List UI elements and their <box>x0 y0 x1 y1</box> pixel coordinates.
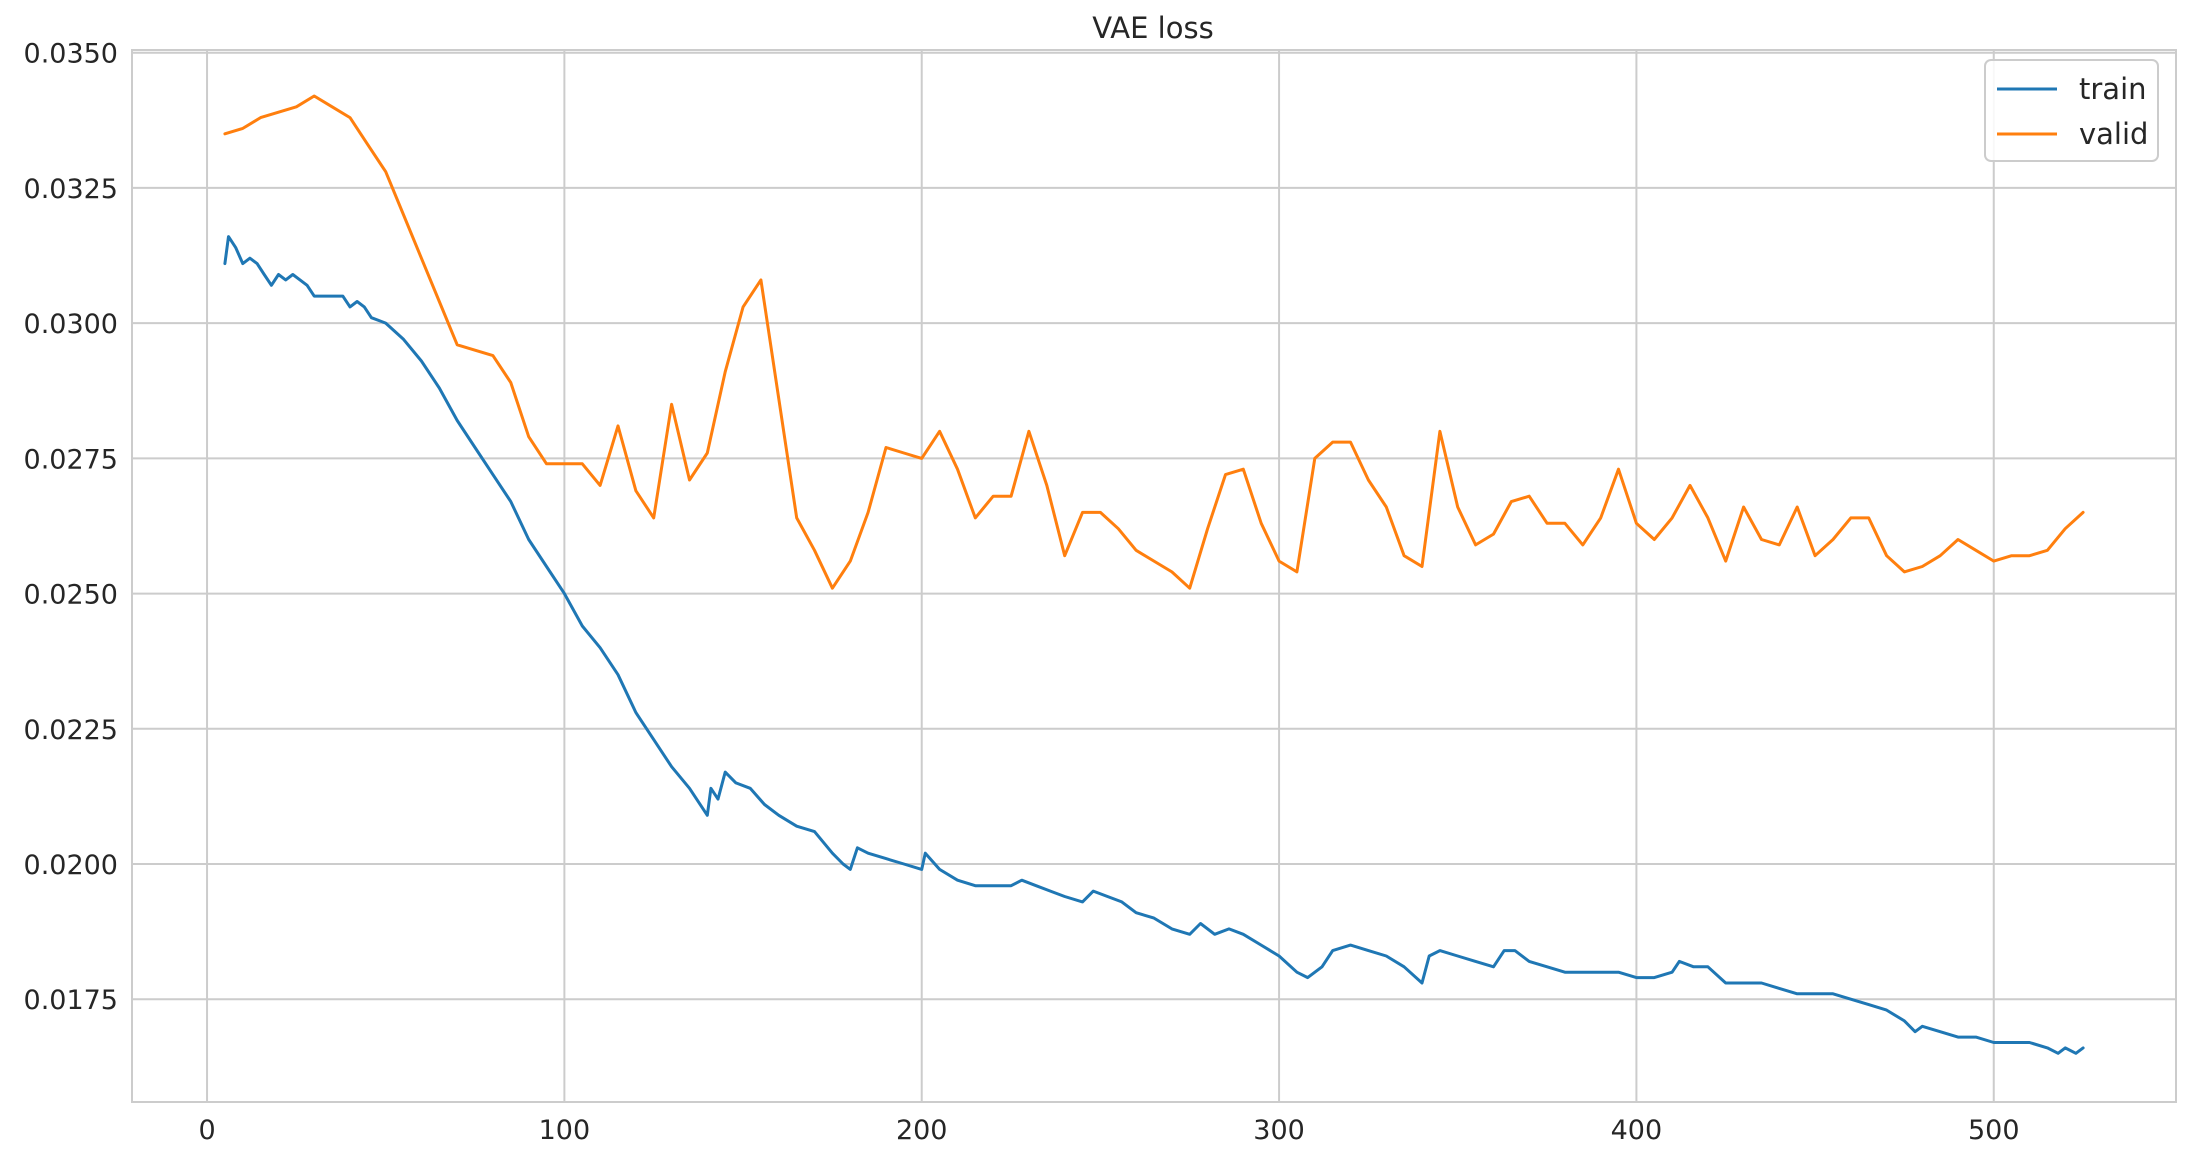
y-tick-label: 0.0225 <box>24 715 118 746</box>
x-axis-ticks: 0 100 200 300 400 500 <box>198 1115 2019 1146</box>
y-tick-label: 0.0300 <box>24 309 118 340</box>
x-tick-label: 300 <box>1253 1115 1305 1146</box>
y-axis-ticks: 0.0175 0.0200 0.0225 0.0250 0.0275 0.0300 0.03… <box>24 39 118 1017</box>
y-tick-label: 0.0325 <box>24 174 118 205</box>
x-tick-label: 100 <box>539 1115 591 1146</box>
chart-title: VAE loss <box>1092 11 1213 45</box>
y-tick-label: 0.0175 <box>24 985 118 1016</box>
x-tick-label: 200 <box>896 1115 948 1146</box>
grid-lines <box>132 50 2176 1102</box>
series-line-train <box>223 235 2085 1055</box>
series-line-valid <box>223 94 2085 590</box>
y-tick-label: 0.0250 <box>24 580 118 611</box>
x-tick-label: 500 <box>1968 1115 2020 1146</box>
y-tick-label: 0.0200 <box>24 850 118 881</box>
legend-box <box>1984 59 2159 162</box>
y-tick-label: 0.0350 <box>24 39 118 70</box>
y-tick-label: 0.0275 <box>24 444 118 475</box>
legend-label-train: train <box>2079 72 2147 106</box>
x-tick-label: 0 <box>198 1115 215 1146</box>
legend: train valid <box>1984 59 2159 162</box>
plot-frame <box>131 49 2177 1103</box>
series-lines <box>223 94 2085 1055</box>
legend-label-valid: valid <box>2079 117 2148 151</box>
plot-area <box>132 50 2176 1102</box>
x-tick-label: 400 <box>1611 1115 1663 1146</box>
